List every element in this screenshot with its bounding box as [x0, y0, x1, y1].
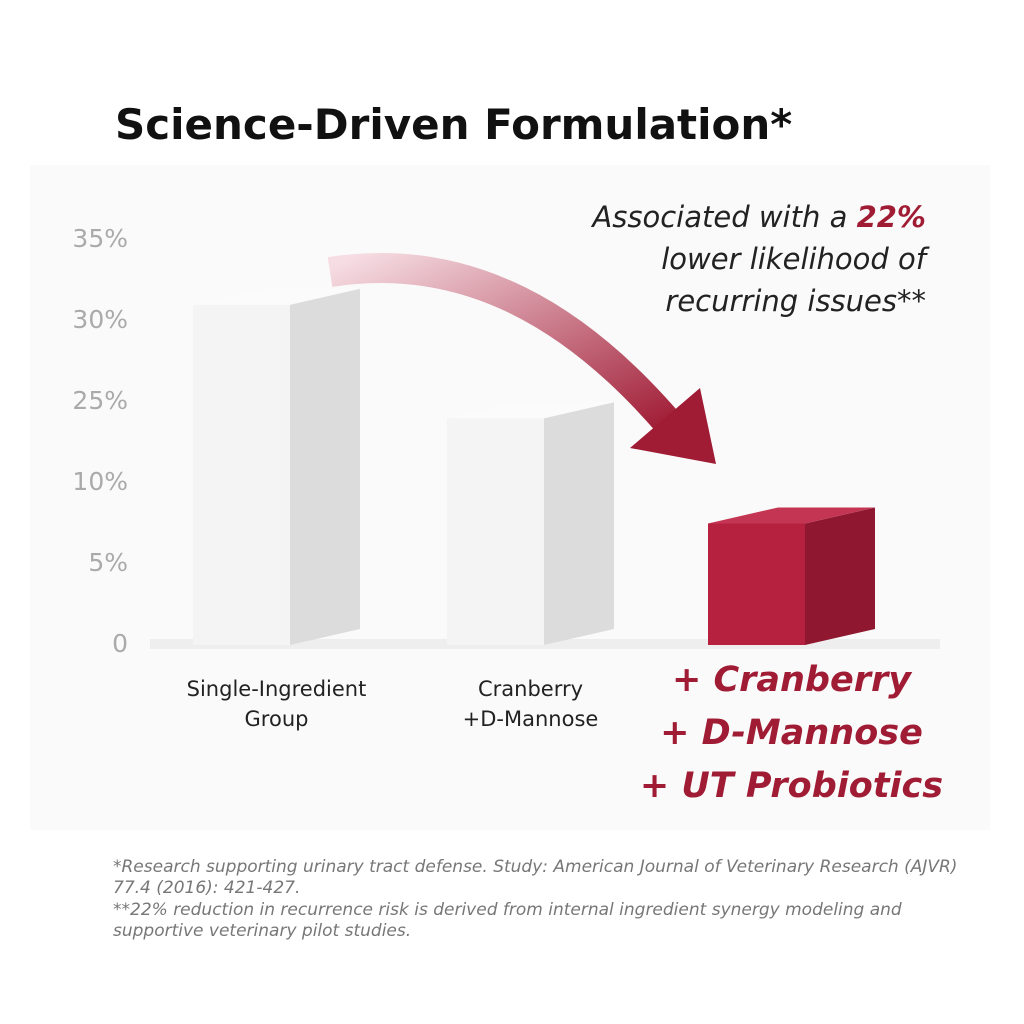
- bar-side: [544, 402, 614, 645]
- bar: [193, 304, 290, 645]
- y-tick-label: 25%: [72, 386, 128, 415]
- bar-top: [193, 288, 360, 305]
- annotation: Associated with a 22% lower likelihood o…: [526, 196, 926, 322]
- bar: [708, 523, 805, 645]
- bar-top: [447, 402, 614, 419]
- bar: [447, 418, 544, 645]
- bar-side: [805, 507, 875, 645]
- footnote: **22% reduction in recurrence risk is de…: [113, 900, 902, 941]
- bar-side: [290, 288, 360, 645]
- y-tick-label: 5%: [88, 548, 128, 577]
- y-tick-label: 0: [112, 629, 128, 658]
- annotation-highlight: 22%: [856, 200, 926, 234]
- y-tick-label: 30%: [72, 305, 128, 334]
- x-tick-label: + Cranberry + D-Mannose + UT Probiotics: [639, 660, 944, 806]
- chart-title: Science-Driven Formulation*: [115, 100, 793, 149]
- x-tick-label: Single-Ingredient Group: [186, 677, 367, 731]
- annotation-text: lower likelihood of recurring issues**: [661, 242, 926, 318]
- bar-top: [708, 507, 875, 524]
- arrow: [327, 253, 682, 435]
- y-tick-label: 35%: [72, 224, 128, 253]
- y-tick-label: 10%: [72, 467, 128, 496]
- arrow-head: [630, 388, 716, 464]
- footnote: *Research supporting urinary tract defen…: [113, 857, 958, 898]
- annotation-text: Associated with a: [592, 200, 848, 234]
- x-tick-label: Cranberry +D-Mannose: [462, 677, 599, 731]
